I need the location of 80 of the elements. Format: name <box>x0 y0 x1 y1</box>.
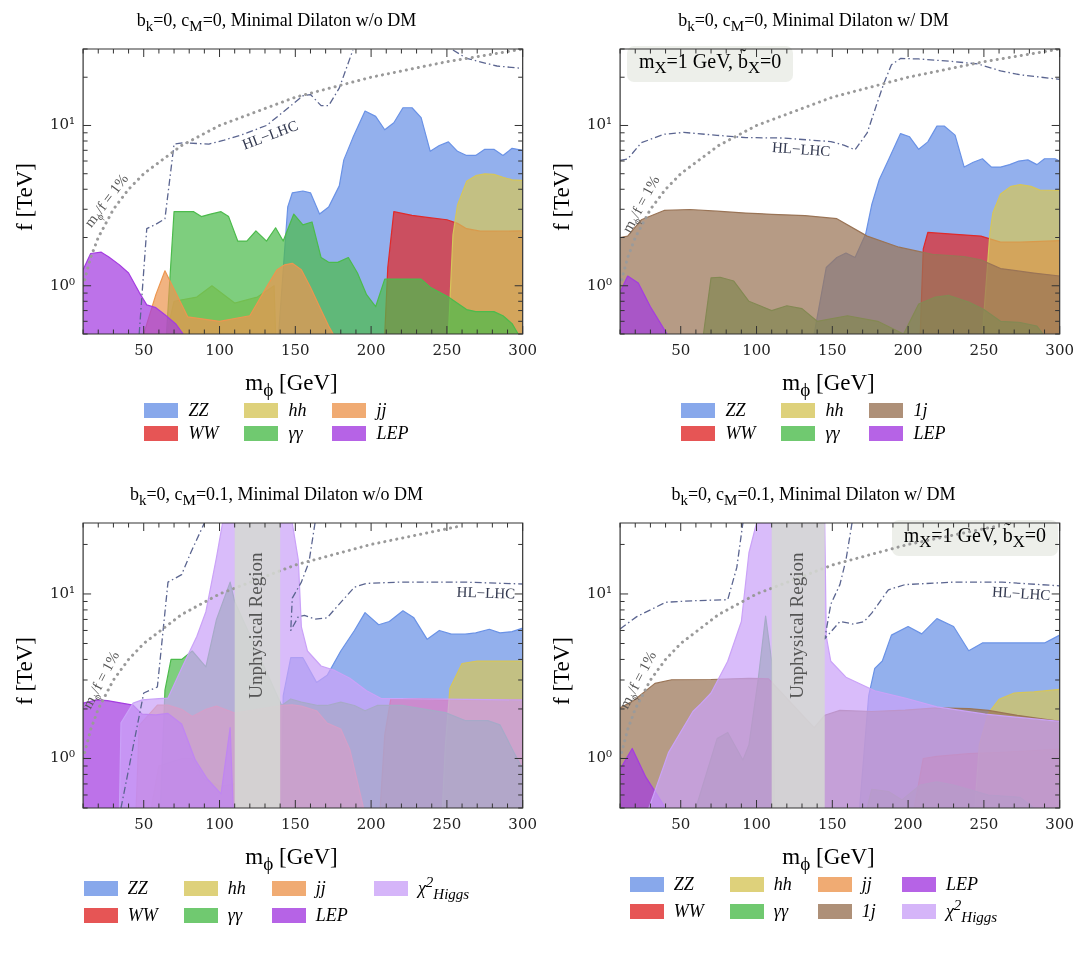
x-tick-label: 50 <box>134 814 154 833</box>
x-tick-label: 150 <box>280 814 310 833</box>
x-tick-label: 250 <box>969 814 999 833</box>
x-tick-label: 200 <box>893 814 923 833</box>
x-tick-label: 150 <box>817 814 847 833</box>
x-tick-label: 150 <box>280 340 310 359</box>
x-tick-label: 200 <box>356 340 386 359</box>
x-tick-label: 250 <box>432 814 462 833</box>
y-axis-title: f [TeV] <box>12 637 38 705</box>
band-label: Unphysical Region <box>786 552 808 699</box>
legend-label: jj <box>376 400 387 421</box>
x-tick-label: 300 <box>1045 814 1075 833</box>
y-tick-label: 10⁰ <box>586 275 613 294</box>
x-tick-label: 100 <box>742 340 771 359</box>
annotation: HL−LHC <box>991 583 1051 604</box>
x-tick-label: 200 <box>356 814 386 833</box>
x-tick-label: 100 <box>742 814 771 833</box>
legend-label: WW <box>188 423 219 444</box>
legend-label: hh <box>288 400 307 421</box>
x-tick-label: 50 <box>671 814 691 833</box>
legend-label: ZZ <box>673 874 694 895</box>
y-axis-title: f [TeV] <box>12 163 38 231</box>
chart-title: b$_{k}$=0, c$_{M}$=0, Minimal Dilaton w/o DM <box>135 9 418 34</box>
legend-label: jj <box>861 874 872 895</box>
y-tick-label: 10¹ <box>586 115 613 134</box>
band-label: Unphysical Region <box>245 552 267 699</box>
x-tick-label: 100 <box>205 814 234 833</box>
legend-label: ZZ <box>188 400 209 421</box>
legend-label: LEP <box>945 874 978 895</box>
x-tick-label: 250 <box>969 340 999 359</box>
legend-label: WW <box>127 904 158 926</box>
x-tick-label: 300 <box>1045 340 1075 359</box>
legend-label: LEP <box>315 904 348 926</box>
y-tick-label: 10¹ <box>49 583 76 602</box>
legend-label: hh <box>825 400 844 421</box>
chart-title: b$_{k}$=0, c$_{M}$=0.1, Minimal Dilaton w/ DM <box>670 483 957 508</box>
x-tick-label: 300 <box>508 814 538 833</box>
annotation: HL−LHC <box>771 139 832 160</box>
annotation: mϕ/f = 1% <box>80 170 132 230</box>
annotation: mϕ/f = 1% <box>79 648 123 712</box>
legend-label: 1j <box>913 400 928 421</box>
x-tick-label: 50 <box>134 340 154 359</box>
legend-label: LEP <box>376 423 409 444</box>
legend-label: 1j <box>861 900 876 922</box>
annotation: m$_{X}$=1 GeV, b̃$_{X}$=0 <box>891 520 1058 556</box>
x-tick-label: 300 <box>508 340 538 359</box>
y-axis-title: f [TeV] <box>549 637 575 705</box>
legend-label: jj <box>315 877 326 899</box>
chart-title: b$_{k}$=0, c$_{M}$=0, Minimal Dilaton w/ DM <box>677 9 950 34</box>
legend-label: LEP <box>913 423 946 444</box>
legend-label: γγ <box>288 423 303 444</box>
x-axis-title: m$_{ϕ}$ [GeV] <box>244 369 339 400</box>
y-tick-label: 10¹ <box>49 115 76 134</box>
x-axis-title: m$_{ϕ}$ [GeV] <box>244 843 339 874</box>
legend-label: ZZ <box>725 400 746 421</box>
legend-label: γγ <box>227 904 243 926</box>
x-axis-title: m$_{ϕ}$ [GeV] <box>781 369 876 400</box>
y-tick-label: 10⁰ <box>49 275 76 294</box>
legend-label: WW <box>725 423 756 444</box>
annotation: mϕ/f = 1% <box>616 648 660 712</box>
x-tick-label: 250 <box>432 340 462 359</box>
legend-label: WW <box>673 900 704 922</box>
x-tick-label: 200 <box>893 340 923 359</box>
y-tick-label: 10¹ <box>586 583 613 602</box>
chart-title: b$_{k}$=0, c$_{M}$=0.1, Minimal Dilaton w/o DM <box>128 483 425 508</box>
legend-label: hh <box>227 877 246 899</box>
annotation: m$_{X}$=1 GeV, b̃$_{X}$=0 <box>627 46 794 82</box>
x-tick-label: 100 <box>205 340 234 359</box>
legend-label: γγ <box>825 423 840 444</box>
x-tick-label: 50 <box>671 340 691 359</box>
annotation: HL−LHC <box>456 583 516 602</box>
legend-label: hh <box>773 874 792 895</box>
y-tick-label: 10⁰ <box>586 748 613 767</box>
x-axis-title: m$_{ϕ}$ [GeV] <box>781 843 876 874</box>
y-tick-label: 10⁰ <box>49 748 76 767</box>
legend-label: γγ <box>773 900 789 922</box>
y-axis-title: f [TeV] <box>549 163 575 231</box>
x-tick-label: 150 <box>817 340 847 359</box>
annotation: mϕ/f = 1% <box>618 172 663 236</box>
legend-label: ZZ <box>127 877 148 899</box>
